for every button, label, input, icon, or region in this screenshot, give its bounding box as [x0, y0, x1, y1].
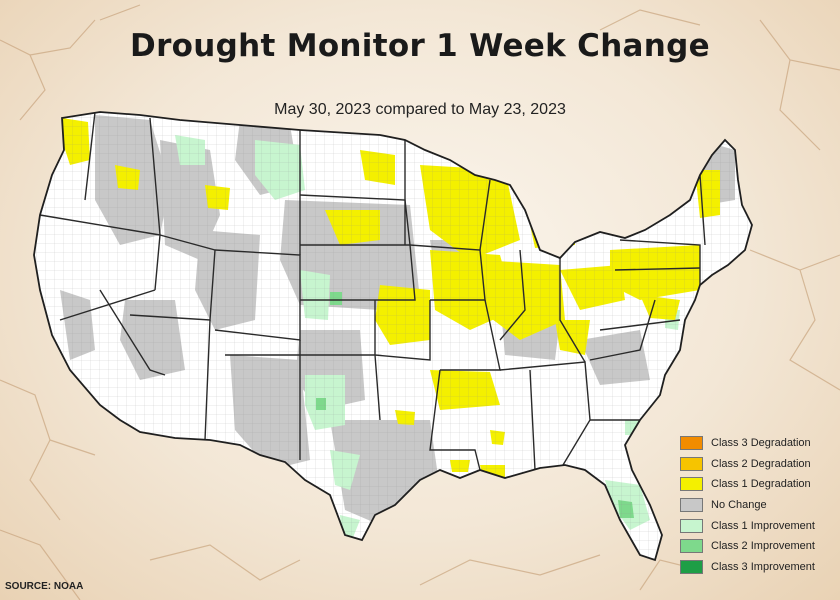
- map-title: Drought Monitor 1 Week Change: [130, 28, 710, 64]
- legend-swatch: [680, 539, 703, 554]
- us-outline: [33, 111, 753, 562]
- legend-label: Class 3 Degradation: [711, 437, 811, 450]
- legend-swatch: [680, 477, 703, 492]
- legend-item-class1-degradation: Class 1 Degradation: [680, 474, 820, 495]
- legend-label: Class 2 Improvement: [711, 540, 815, 553]
- state-borders: [39, 112, 706, 471]
- legend-item-class1-improvement: Class 1 Improvement: [680, 515, 820, 536]
- legend-swatch: [680, 518, 703, 533]
- legend-swatch: [680, 559, 703, 574]
- legend-item-class3-improvement: Class 3 Improvement: [680, 557, 820, 578]
- legend-swatch: [680, 456, 703, 471]
- source-credit: SOURCE: NOAA: [5, 581, 84, 592]
- legend-item-class2-improvement: Class 2 Improvement: [680, 536, 820, 557]
- legend-label: No Change: [711, 499, 767, 512]
- legend-item-class3-degradation: Class 3 Degradation: [680, 433, 820, 454]
- legend-label: Class 1 Degradation: [711, 478, 811, 491]
- legend-label: Class 2 Degradation: [711, 457, 811, 470]
- legend-label: Class 3 Improvement: [711, 560, 815, 573]
- legend: Class 3 Degradation Class 2 Degradation …: [680, 433, 820, 577]
- legend-item-no-change: No Change: [680, 495, 820, 516]
- legend-swatch: [680, 498, 703, 513]
- map-subtitle: May 30, 2023 compared to May 23, 2023: [274, 101, 566, 118]
- legend-swatch: [680, 436, 703, 451]
- legend-item-class2-degradation: Class 2 Degradation: [680, 454, 820, 475]
- legend-label: Class 1 Improvement: [711, 519, 815, 532]
